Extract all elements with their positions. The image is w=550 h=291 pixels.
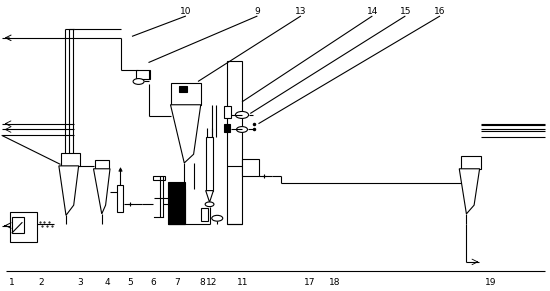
Bar: [136, 70, 150, 79]
Bar: [179, 86, 187, 92]
Bar: [10, 212, 37, 242]
Bar: [206, 137, 213, 191]
Text: 2: 2: [39, 278, 44, 287]
Text: 15: 15: [400, 7, 411, 16]
Bar: [461, 156, 481, 169]
Circle shape: [133, 79, 144, 84]
Bar: [60, 153, 80, 166]
Bar: [224, 124, 230, 132]
Text: 3: 3: [77, 278, 82, 287]
Bar: [117, 185, 123, 212]
Polygon shape: [459, 169, 480, 214]
Bar: [170, 83, 201, 105]
Text: 1: 1: [9, 278, 15, 287]
Bar: [224, 106, 231, 118]
Bar: [465, 159, 477, 166]
Text: 8: 8: [200, 278, 205, 287]
Polygon shape: [170, 105, 201, 163]
Bar: [242, 159, 258, 176]
Bar: [201, 208, 208, 221]
Text: 17: 17: [304, 278, 315, 287]
Circle shape: [235, 111, 249, 118]
Polygon shape: [59, 166, 79, 215]
Text: 14: 14: [367, 7, 378, 16]
Text: 11: 11: [238, 278, 249, 287]
Bar: [168, 182, 185, 224]
Text: 13: 13: [295, 7, 306, 16]
Polygon shape: [206, 191, 213, 202]
Circle shape: [205, 202, 214, 207]
Text: 10: 10: [180, 7, 191, 16]
Bar: [227, 61, 242, 224]
Text: 7: 7: [174, 278, 180, 287]
Text: 5: 5: [128, 278, 133, 287]
Bar: [153, 176, 165, 180]
Text: 6: 6: [150, 278, 156, 287]
Text: 4: 4: [104, 278, 110, 287]
Text: 12: 12: [206, 278, 217, 287]
Bar: [12, 217, 24, 233]
Text: 9: 9: [255, 7, 260, 16]
Circle shape: [212, 215, 223, 221]
Text: 19: 19: [485, 278, 496, 287]
Bar: [64, 156, 76, 163]
Text: 16: 16: [434, 7, 446, 16]
Circle shape: [236, 127, 248, 132]
Text: 18: 18: [329, 278, 340, 287]
Polygon shape: [94, 169, 110, 214]
Bar: [95, 160, 109, 169]
